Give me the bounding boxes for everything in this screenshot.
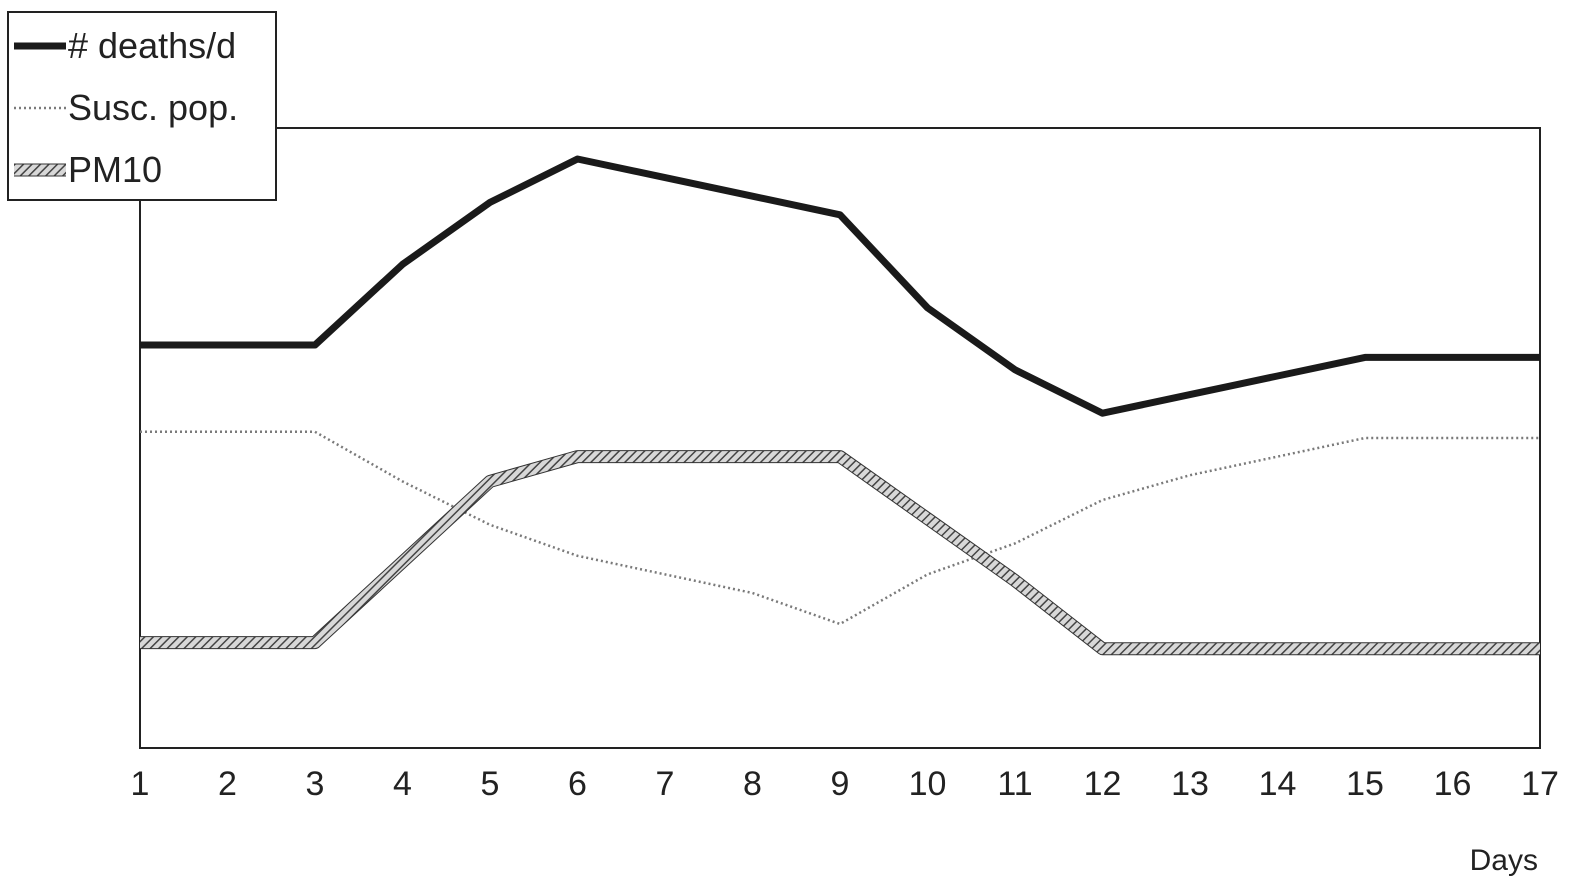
- x-tick-label: 14: [1259, 765, 1297, 803]
- x-tick-label: 17: [1521, 765, 1559, 803]
- series-line-0: [140, 155, 1540, 417]
- x-tick-label: 4: [393, 765, 412, 803]
- x-tick-label: 11: [997, 765, 1032, 803]
- legend-items: # deaths/d Susc. pop. PM10: [14, 25, 238, 190]
- legend-label-1: Susc. pop.: [68, 87, 238, 128]
- series-line-outline-2: [140, 450, 1540, 656]
- x-tick-label: 5: [481, 765, 500, 803]
- x-axis-label: Days: [1470, 844, 1538, 877]
- x-tick-label: 15: [1346, 765, 1384, 803]
- x-tick-label: 13: [1171, 765, 1209, 803]
- x-tick-label: 9: [831, 765, 850, 803]
- legend-label-0: # deaths/d: [68, 25, 236, 66]
- series-layer: [140, 155, 1540, 656]
- x-tick-label: 6: [568, 765, 587, 803]
- x-tick-label: 10: [909, 765, 947, 803]
- x-tick-label: 3: [306, 765, 325, 803]
- x-tick-label: 12: [1084, 765, 1122, 803]
- x-tick-label: 8: [743, 765, 762, 803]
- plot-area-frame: [139, 127, 1541, 749]
- x-tick-label: 1: [131, 765, 150, 803]
- legend: # deaths/d Susc. pop. PM10: [7, 11, 277, 201]
- x-tick-labels: 1 2 3 4 5 6 7 8 9 10 11 12 13 14 15 16 17: [131, 765, 1559, 803]
- x-tick-label: 7: [656, 765, 675, 803]
- x-tick-label: 16: [1434, 765, 1472, 803]
- series-line-2: [140, 451, 1540, 655]
- x-tick-label: 2: [218, 765, 237, 803]
- legend-label-2: PM10: [68, 149, 162, 190]
